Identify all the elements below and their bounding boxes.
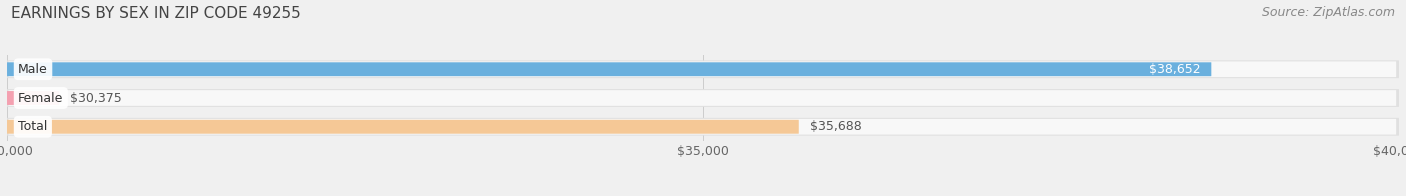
FancyBboxPatch shape <box>7 60 1399 78</box>
Text: EARNINGS BY SEX IN ZIP CODE 49255: EARNINGS BY SEX IN ZIP CODE 49255 <box>11 6 301 21</box>
FancyBboxPatch shape <box>7 89 1399 107</box>
FancyBboxPatch shape <box>7 62 1212 76</box>
Text: $38,652: $38,652 <box>1149 63 1201 76</box>
Text: Total: Total <box>18 120 48 133</box>
FancyBboxPatch shape <box>7 91 59 105</box>
FancyBboxPatch shape <box>8 90 1396 106</box>
FancyBboxPatch shape <box>7 120 799 134</box>
FancyBboxPatch shape <box>8 119 1396 135</box>
FancyBboxPatch shape <box>8 61 1396 77</box>
Text: $30,375: $30,375 <box>70 92 122 104</box>
Text: Source: ZipAtlas.com: Source: ZipAtlas.com <box>1261 6 1395 19</box>
FancyBboxPatch shape <box>7 118 1399 136</box>
Text: $35,688: $35,688 <box>810 120 862 133</box>
Text: Male: Male <box>18 63 48 76</box>
Text: Female: Female <box>18 92 63 104</box>
